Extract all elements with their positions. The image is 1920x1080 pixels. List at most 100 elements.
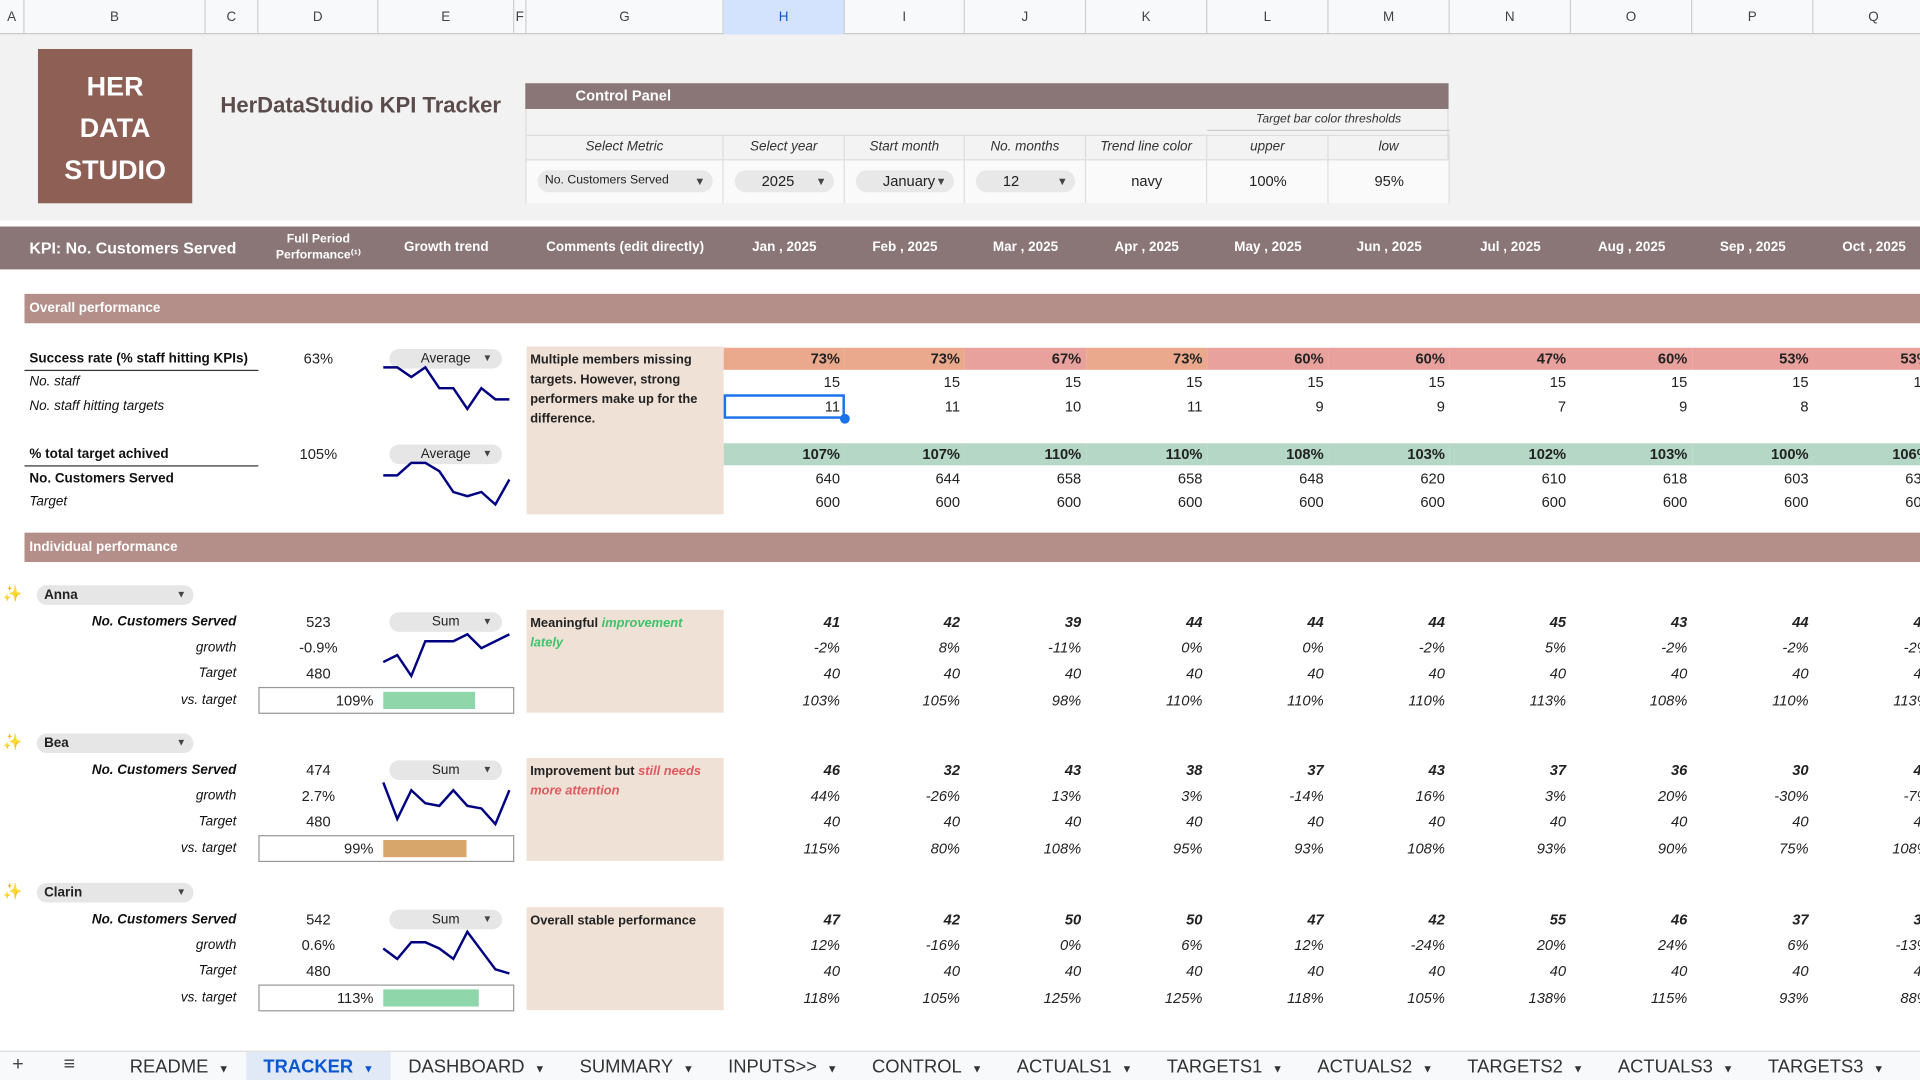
value-cell: 75% <box>1779 840 1809 858</box>
column-header: N <box>1450 0 1572 35</box>
value-cell: 9 <box>1315 397 1324 416</box>
total-cell: -0.9% <box>299 639 338 657</box>
logo-text: DATA <box>79 112 151 144</box>
dropdown-arrow: ▼ <box>482 352 493 364</box>
sheet-tab[interactable]: TRACKER ▼ <box>246 1051 392 1080</box>
sheet-tab[interactable]: README ▼ <box>129 1056 230 1078</box>
sheet-tab[interactable]: DASHBOARD ▼ <box>408 1056 546 1078</box>
value-cell: -26% <box>925 787 961 805</box>
value-cell: 40 <box>1307 664 1324 683</box>
sheet-tab[interactable]: ACTUALS3 ▼ <box>1617 1056 1734 1078</box>
dropdown[interactable]: Sum ▼ <box>389 909 503 930</box>
tab-arrow: ▼ <box>1422 1062 1433 1076</box>
value-cell: 658 <box>1056 470 1082 488</box>
sheet-tab[interactable]: ACTUALS2 ▼ <box>1317 1056 1433 1078</box>
sheet-tab[interactable]: SUMMARY ▼ <box>579 1056 694 1078</box>
value-cell: 95% <box>1173 840 1203 858</box>
value-cell: 15 <box>1428 373 1445 391</box>
total-cell: 0.6% <box>301 936 336 954</box>
value-cell: 9 <box>1679 397 1688 416</box>
full-period-header: Full Period Performance⁽¹⁾ <box>275 232 361 263</box>
sheet-tab[interactable]: TARGETS2 ▼ <box>1467 1056 1584 1078</box>
tab-arrow: ▼ <box>971 1062 983 1076</box>
dropdown[interactable]: Sum ▼ <box>389 612 503 632</box>
column-header: L <box>1207 0 1329 35</box>
dropdown-arrow: ▼ <box>482 764 493 776</box>
dropdown[interactable]: Average ▼ <box>389 444 503 465</box>
value-cell: 44% <box>810 787 841 805</box>
sheet-menu-button[interactable]: ≡ <box>63 1054 76 1076</box>
sheet-tab[interactable]: TARGETS1 ▼ <box>1166 1056 1284 1078</box>
value-cell: 40 <box>1307 962 1324 980</box>
dropdown[interactable]: 2025 ▼ <box>734 170 834 193</box>
value-cell: 47 <box>823 911 841 929</box>
value-cell: 38 <box>1186 761 1203 779</box>
dropdown[interactable]: Sum ▼ <box>389 760 503 781</box>
value-cell: 618 <box>1662 470 1688 488</box>
header-band <box>0 226 1920 270</box>
value-cell: 40 <box>1792 813 1809 831</box>
value-cell: 53% <box>1692 347 1814 370</box>
dropdown[interactable]: No. Customers Served ▼ <box>537 170 713 193</box>
value-cell: 15 <box>1792 373 1809 391</box>
sheet-tab[interactable]: CONTROL ▼ <box>871 1056 983 1078</box>
value-cell: 73% <box>1086 347 1208 370</box>
total-cell: 105% <box>299 445 338 463</box>
sheet-tab[interactable]: TARGETS3 ▼ <box>1767 1056 1885 1078</box>
value-cell: 40 <box>1670 813 1688 831</box>
dropdown[interactable]: January ▼ <box>855 170 954 193</box>
value-cell: 67% <box>964 347 1087 370</box>
name-dropdown[interactable]: Anna ▼ <box>36 585 194 605</box>
dropdown[interactable]: Average ▼ <box>389 348 503 369</box>
value-cell: 600 <box>935 493 961 511</box>
sparkline <box>382 782 511 827</box>
column-header: D <box>258 0 379 35</box>
section-band: Overall performance <box>24 293 1920 324</box>
total-cell: 63% <box>303 350 334 368</box>
tab-arrow: ▼ <box>1272 1062 1284 1076</box>
column-header: O <box>1571 0 1693 35</box>
value-cell: 600 <box>1299 493 1324 511</box>
column-header: B <box>24 0 206 35</box>
value-cell: 40 <box>1064 813 1082 831</box>
sheet-tab[interactable]: ACTUALS1 ▼ <box>1016 1056 1133 1078</box>
name-dropdown[interactable]: Bea ▼ <box>36 733 194 754</box>
sheet-tab[interactable]: INPUTS>> ▼ <box>728 1056 838 1078</box>
comment-text: Multiple members missing targets. Howeve… <box>530 352 698 427</box>
value-cell: 103% <box>802 691 841 709</box>
value-cell: 44 <box>1792 613 1809 631</box>
value-cell: 3% <box>1544 787 1567 805</box>
total-cell: 474 <box>306 761 331 779</box>
value-cell: 600 <box>1056 493 1082 511</box>
row-label: vs. target <box>180 990 237 1006</box>
dropdown-arrow: ▼ <box>176 737 187 749</box>
month-header: Sep , 2025 <box>1719 240 1786 255</box>
control-header: Trend line color <box>1086 134 1208 160</box>
value-cell: 13% <box>1051 787 1082 805</box>
dropdown-arrow: ▼ <box>815 175 827 188</box>
control-header: Select Metric <box>526 134 724 160</box>
month-header: Jul , 2025 <box>1480 240 1541 255</box>
dropdown[interactable]: 12 ▼ <box>975 170 1076 193</box>
value-cell: 53% <box>1813 347 1920 370</box>
value-cell: 108% <box>1207 443 1329 466</box>
add-sheet-button[interactable]: + <box>12 1054 24 1076</box>
value-cell: -2% <box>1903 639 1920 657</box>
name-dropdown[interactable]: Clarin ▼ <box>36 882 194 903</box>
value-cell: 118% <box>1287 989 1324 1007</box>
value-cell: 40 <box>1307 813 1324 831</box>
value-cell: 40 <box>943 813 961 831</box>
value-cell: 113% <box>1529 691 1567 709</box>
tab-arrow: ▼ <box>1873 1062 1885 1076</box>
growth-header: Growth trend <box>404 240 489 255</box>
comment-cell <box>526 346 724 515</box>
value-cell: 40 <box>1813 662 1920 684</box>
value-cell: 125% <box>1043 989 1082 1007</box>
value-cell: 40 <box>1792 962 1809 980</box>
value-cell: -30% <box>1774 787 1809 805</box>
value-cell: 93% <box>1536 840 1567 858</box>
comment-span: Improvement but <box>530 764 639 779</box>
underline <box>24 369 259 372</box>
